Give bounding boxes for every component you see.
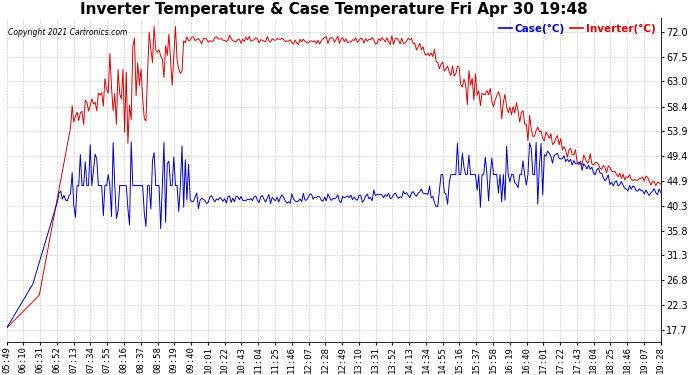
Title: Inverter Temperature & Case Temperature Fri Apr 30 19:48: Inverter Temperature & Case Temperature … — [80, 2, 587, 17]
Text: Copyright 2021 Cartronics.com: Copyright 2021 Cartronics.com — [8, 28, 127, 37]
Legend: Case(°C), Inverter(°C): Case(°C), Inverter(°C) — [499, 24, 656, 33]
